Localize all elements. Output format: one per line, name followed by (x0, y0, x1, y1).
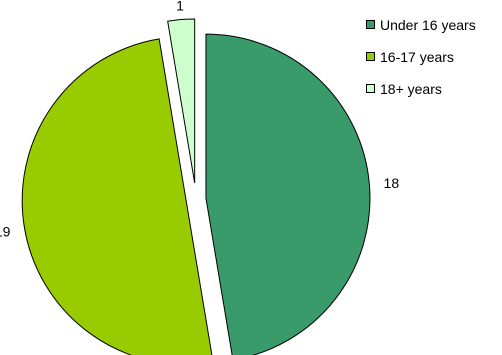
legend-label-under-16: Under 16 years (380, 16, 476, 33)
data-label-16-17: 19 (0, 223, 11, 239)
legend-item-under-16: Under 16 years (366, 14, 476, 35)
legend-swatch-18-plus (366, 84, 375, 93)
legend-item-16-17: 16-17 years (366, 46, 476, 67)
legend-item-18-plus: 18+ years (366, 78, 476, 99)
legend-label-16-17: 16-17 years (380, 48, 454, 65)
data-label-18-plus: 1 (176, 0, 184, 14)
legend: Under 16 years 16-17 years 18+ years (366, 14, 476, 110)
legend-label-18-plus: 18+ years (380, 80, 442, 97)
slice-under-16 (205, 33, 371, 355)
slice-16-17 (21, 38, 213, 355)
legend-swatch-16-17 (366, 52, 375, 61)
data-label-under-16: 18 (384, 175, 400, 191)
slice-18-plus (167, 18, 196, 184)
legend-swatch-under-16 (366, 20, 375, 29)
